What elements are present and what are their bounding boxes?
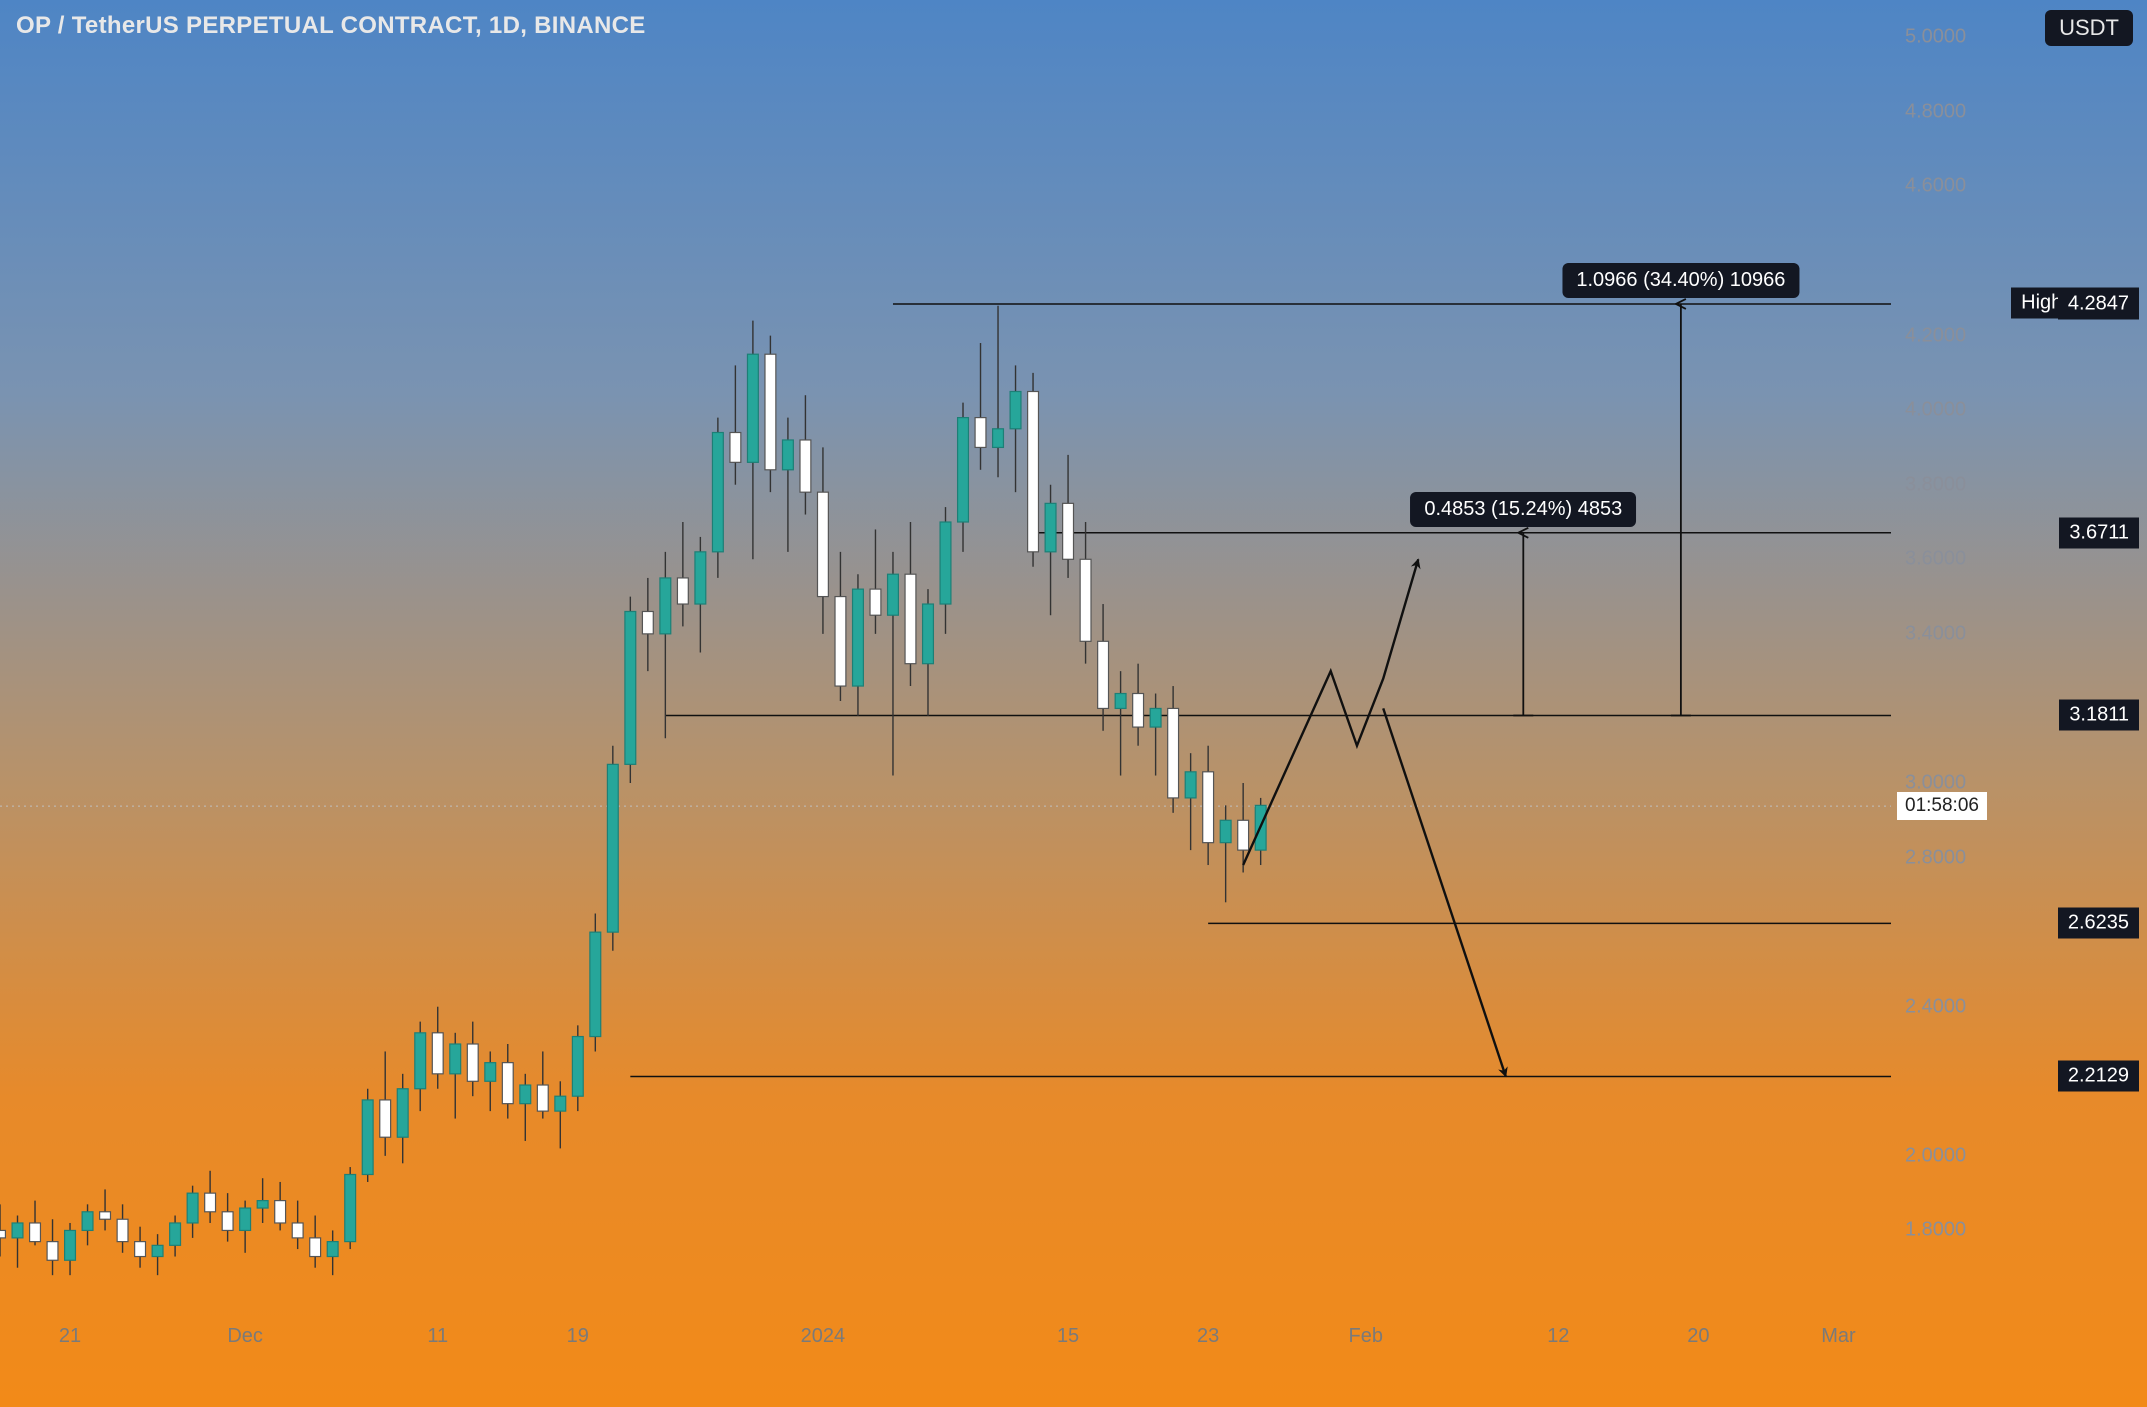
- x-axis-tick: 15: [1057, 1325, 1079, 1348]
- x-axis-tick: 11: [427, 1325, 448, 1348]
- y-axis-tick: 4.2000: [1905, 324, 1966, 347]
- y-axis-tick: 4.6000: [1905, 175, 1966, 198]
- y-axis-tick: 2.4000: [1905, 995, 1966, 1018]
- price-level-label: 3.1811: [2059, 700, 2139, 731]
- price-level-label: 2.6235: [2058, 908, 2139, 939]
- candlestick-chart[interactable]: [0, 0, 2147, 1407]
- y-axis-tick: 3.4000: [1905, 622, 1966, 645]
- x-axis-tick: Feb: [1348, 1325, 1382, 1348]
- y-axis-tick: 3.6000: [1905, 548, 1966, 571]
- x-axis-tick: 19: [567, 1325, 589, 1348]
- x-axis-tick: 12: [1547, 1325, 1569, 1348]
- y-axis-tick: 5.0000: [1905, 26, 1966, 49]
- symbol-title[interactable]: OP / TetherUS PERPETUAL CONTRACT, 1D, BI…: [16, 12, 646, 40]
- measure-tooltip: 0.4853 (15.24%) 4853: [1410, 492, 1636, 527]
- x-axis-tick: 23: [1197, 1325, 1219, 1348]
- y-axis-tick: 1.8000: [1905, 1219, 1966, 1242]
- y-axis-tick: 3.8000: [1905, 473, 1966, 496]
- y-axis-tick: 3.0000: [1905, 772, 1966, 795]
- quote-currency-badge[interactable]: USDT: [2045, 10, 2133, 46]
- price-level-label: 3.6711: [2059, 517, 2139, 548]
- y-axis-tick: 2.0000: [1905, 1144, 1966, 1167]
- measure-tooltip: 1.0966 (34.40%) 10966: [1562, 263, 1799, 298]
- price-level-label: 2.2129: [2058, 1061, 2139, 1092]
- x-axis-tick: Mar: [1821, 1325, 1855, 1348]
- bar-countdown: 01:58:06: [1897, 792, 1987, 820]
- x-axis-tick: Dec: [227, 1325, 263, 1348]
- y-axis-tick: 4.0000: [1905, 399, 1966, 422]
- y-axis-tick: 4.8000: [1905, 100, 1966, 123]
- price-level-label: 4.2847: [2058, 288, 2139, 319]
- x-axis-tick: 20: [1687, 1325, 1709, 1348]
- y-axis-tick: 2.8000: [1905, 846, 1966, 869]
- x-axis-tick: 21: [59, 1325, 81, 1348]
- x-axis-tick: 2024: [801, 1325, 846, 1348]
